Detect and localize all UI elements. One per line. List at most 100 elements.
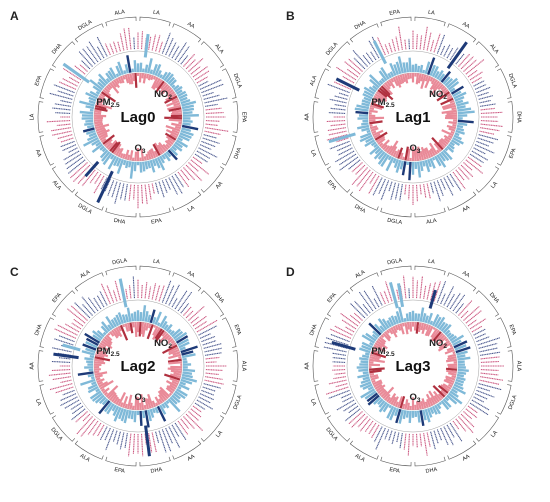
bar-inward (444, 349, 455, 355)
bar-inward (373, 344, 386, 353)
bar-inward (388, 328, 394, 335)
bar-outward (438, 401, 442, 406)
metabolite-label-mark (205, 372, 219, 376)
metabolite-label-mark (125, 288, 128, 299)
metabolite-label-mark (64, 399, 80, 409)
metabolite-label-mark (188, 58, 204, 72)
bar-inward (167, 358, 182, 363)
bar-outward (133, 311, 137, 322)
bar-outward (405, 313, 410, 322)
bar-inward (406, 322, 410, 330)
metabolite-label-mark (480, 127, 500, 132)
metabolite-label-mark (436, 280, 447, 303)
bar-outward (424, 315, 429, 324)
bar-inward (392, 326, 398, 334)
bar-inward (168, 346, 179, 354)
metabolite-label-mark (203, 383, 221, 389)
metabolite-label-mark (433, 430, 439, 444)
bar-inward (154, 80, 165, 94)
metabolite-label-mark (480, 107, 495, 111)
metabolite-label-mark (455, 418, 467, 432)
bar-outward (457, 368, 469, 372)
bar-inward (153, 142, 163, 155)
bar-outward (416, 65, 421, 73)
metabolite-label-mark (205, 123, 219, 126)
bar-inward (134, 151, 138, 161)
metabolite-label-mark (104, 43, 111, 56)
bar-outward (141, 410, 146, 419)
bar-outward (429, 157, 436, 169)
metabolite-label-mark (480, 123, 504, 128)
metabolite-label-mark (59, 393, 77, 402)
bar-outward (165, 73, 174, 83)
bar-inward (107, 390, 116, 400)
bar-outward (359, 134, 373, 143)
bar-outward (456, 105, 466, 110)
metabolite-label-mark (460, 164, 474, 178)
bar-inward (158, 394, 165, 403)
bar-outward (438, 73, 446, 82)
bar-inward (371, 349, 380, 354)
metabolite-label-mark (480, 111, 503, 114)
bar-inward (94, 121, 103, 125)
panel-B: B LA AA ALA DGLA DHA EPA LA AA ALA DGLA DHA EPA LA AA A… (286, 9, 522, 226)
bar-inward (397, 396, 404, 408)
bar-outward (389, 71, 395, 78)
bar-outward (159, 74, 163, 79)
group-label: DHA (354, 20, 367, 31)
group-bracket (172, 440, 202, 460)
metabolite-label-mark (71, 408, 86, 421)
group-label: DHA (488, 292, 500, 305)
bar-outward (87, 385, 99, 394)
bar-inward (369, 124, 373, 127)
bar-inward (429, 148, 436, 156)
metabolite-label-mark (334, 325, 353, 336)
bar-inward (374, 93, 388, 103)
bar-inward (138, 322, 142, 337)
metabolite-label-mark (334, 95, 348, 100)
bar-inward (98, 344, 109, 352)
bar-inward (379, 336, 387, 344)
bar-inward (113, 396, 119, 404)
bar-inward (105, 141, 113, 149)
bar-outward (181, 350, 194, 356)
bar-outward (416, 410, 421, 423)
group-bracket (200, 290, 224, 317)
metabolite-label-mark (190, 66, 201, 75)
bar-outward (444, 396, 450, 402)
bar-inward (145, 153, 150, 161)
bar-outward (453, 134, 462, 141)
bar-outward (454, 132, 460, 137)
bar-outward (126, 307, 132, 322)
bar-inward (99, 342, 107, 348)
bar-inward (417, 73, 422, 84)
bar-inward (96, 128, 107, 134)
bar-inward (394, 149, 401, 158)
bar-outward (452, 136, 464, 145)
metabolite-label-mark (326, 134, 348, 141)
bar-inward (437, 393, 444, 400)
bar-outward (167, 398, 181, 413)
bar-outward (398, 409, 404, 424)
metabolite-label-mark (433, 181, 441, 202)
bar-outward (101, 147, 107, 153)
metabolite-label-mark (80, 59, 91, 70)
group-label: AA (304, 113, 310, 121)
bar-inward (373, 95, 384, 103)
bar-outward (363, 96, 372, 102)
bar-inward (406, 148, 411, 161)
metabolite-label-mark (373, 426, 383, 443)
metabolite-label-mark (396, 289, 400, 300)
bar-inward (448, 121, 457, 125)
metabolite-label-mark (165, 178, 172, 191)
bar-outward (172, 143, 183, 152)
bar-outward (175, 335, 189, 344)
metabolite-label-mark (188, 305, 205, 321)
metabolite-label-mark (330, 333, 350, 343)
bar-inward (111, 394, 118, 403)
bar-inward (109, 392, 117, 401)
bar-inward (111, 141, 121, 154)
bar-inward (111, 329, 119, 339)
highlight-bar (62, 343, 81, 352)
group-bracket (232, 101, 239, 133)
